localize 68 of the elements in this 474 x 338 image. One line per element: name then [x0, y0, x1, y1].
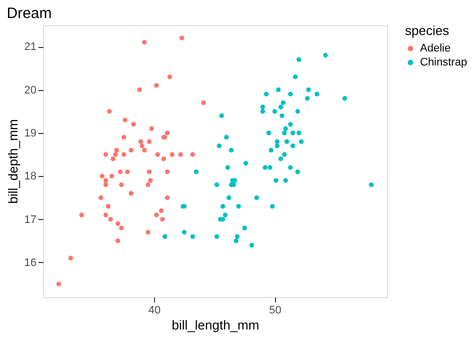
point	[164, 169, 170, 174]
point	[148, 178, 153, 183]
point	[122, 152, 126, 157]
point	[103, 212, 108, 218]
x-tick-label: 50	[269, 304, 282, 316]
point	[167, 74, 172, 80]
point	[113, 152, 118, 157]
point	[137, 87, 142, 92]
point	[155, 152, 160, 157]
y-tick-label: 20	[24, 84, 36, 96]
point	[146, 169, 152, 174]
point	[98, 195, 104, 200]
point	[131, 122, 136, 127]
point	[149, 126, 154, 131]
legend-title: species	[405, 23, 450, 38]
point	[154, 83, 159, 88]
y-axis-title: bill_depth_mm	[5, 119, 20, 204]
point	[146, 139, 152, 144]
point	[128, 191, 134, 196]
point	[179, 36, 184, 40]
chart-title: Dream	[6, 5, 52, 22]
point	[161, 156, 166, 162]
point	[125, 169, 130, 174]
point	[106, 204, 111, 209]
x-axis-title: bill_length_mm	[172, 318, 260, 332]
point	[115, 238, 120, 244]
point	[109, 174, 114, 178]
point	[103, 182, 108, 188]
point	[178, 152, 183, 157]
point	[201, 100, 206, 106]
x-tick-label: 40	[148, 304, 161, 316]
point	[160, 216, 165, 222]
point	[140, 144, 144, 148]
y-tick-label: 21	[24, 41, 36, 54]
point	[154, 212, 159, 218]
y-tick-label: 16	[24, 256, 36, 269]
point	[142, 40, 147, 45]
point	[68, 256, 74, 260]
point	[56, 282, 62, 286]
point	[146, 182, 150, 188]
point	[138, 139, 144, 144]
point	[164, 130, 170, 136]
point	[170, 152, 174, 157]
point	[122, 118, 128, 122]
point	[128, 148, 134, 153]
point	[146, 230, 150, 235]
point	[79, 212, 84, 218]
point	[119, 182, 124, 188]
point	[119, 226, 124, 230]
legend-label: Adelie	[420, 42, 451, 54]
point	[100, 174, 104, 178]
point	[142, 148, 147, 153]
point	[107, 109, 112, 114]
y-tick-label: 17	[24, 214, 36, 226]
point	[103, 178, 108, 183]
legend-label: Chinstrap	[420, 56, 468, 68]
point	[190, 152, 196, 157]
y-tick-label: 18	[24, 170, 36, 183]
y-tick-label: 19	[24, 127, 36, 140]
point	[122, 134, 126, 140]
point	[103, 152, 108, 157]
point	[110, 156, 116, 162]
point	[114, 148, 119, 153]
point	[164, 195, 170, 200]
point	[118, 169, 123, 174]
point	[108, 216, 113, 222]
point	[158, 208, 164, 213]
point	[115, 221, 120, 226]
